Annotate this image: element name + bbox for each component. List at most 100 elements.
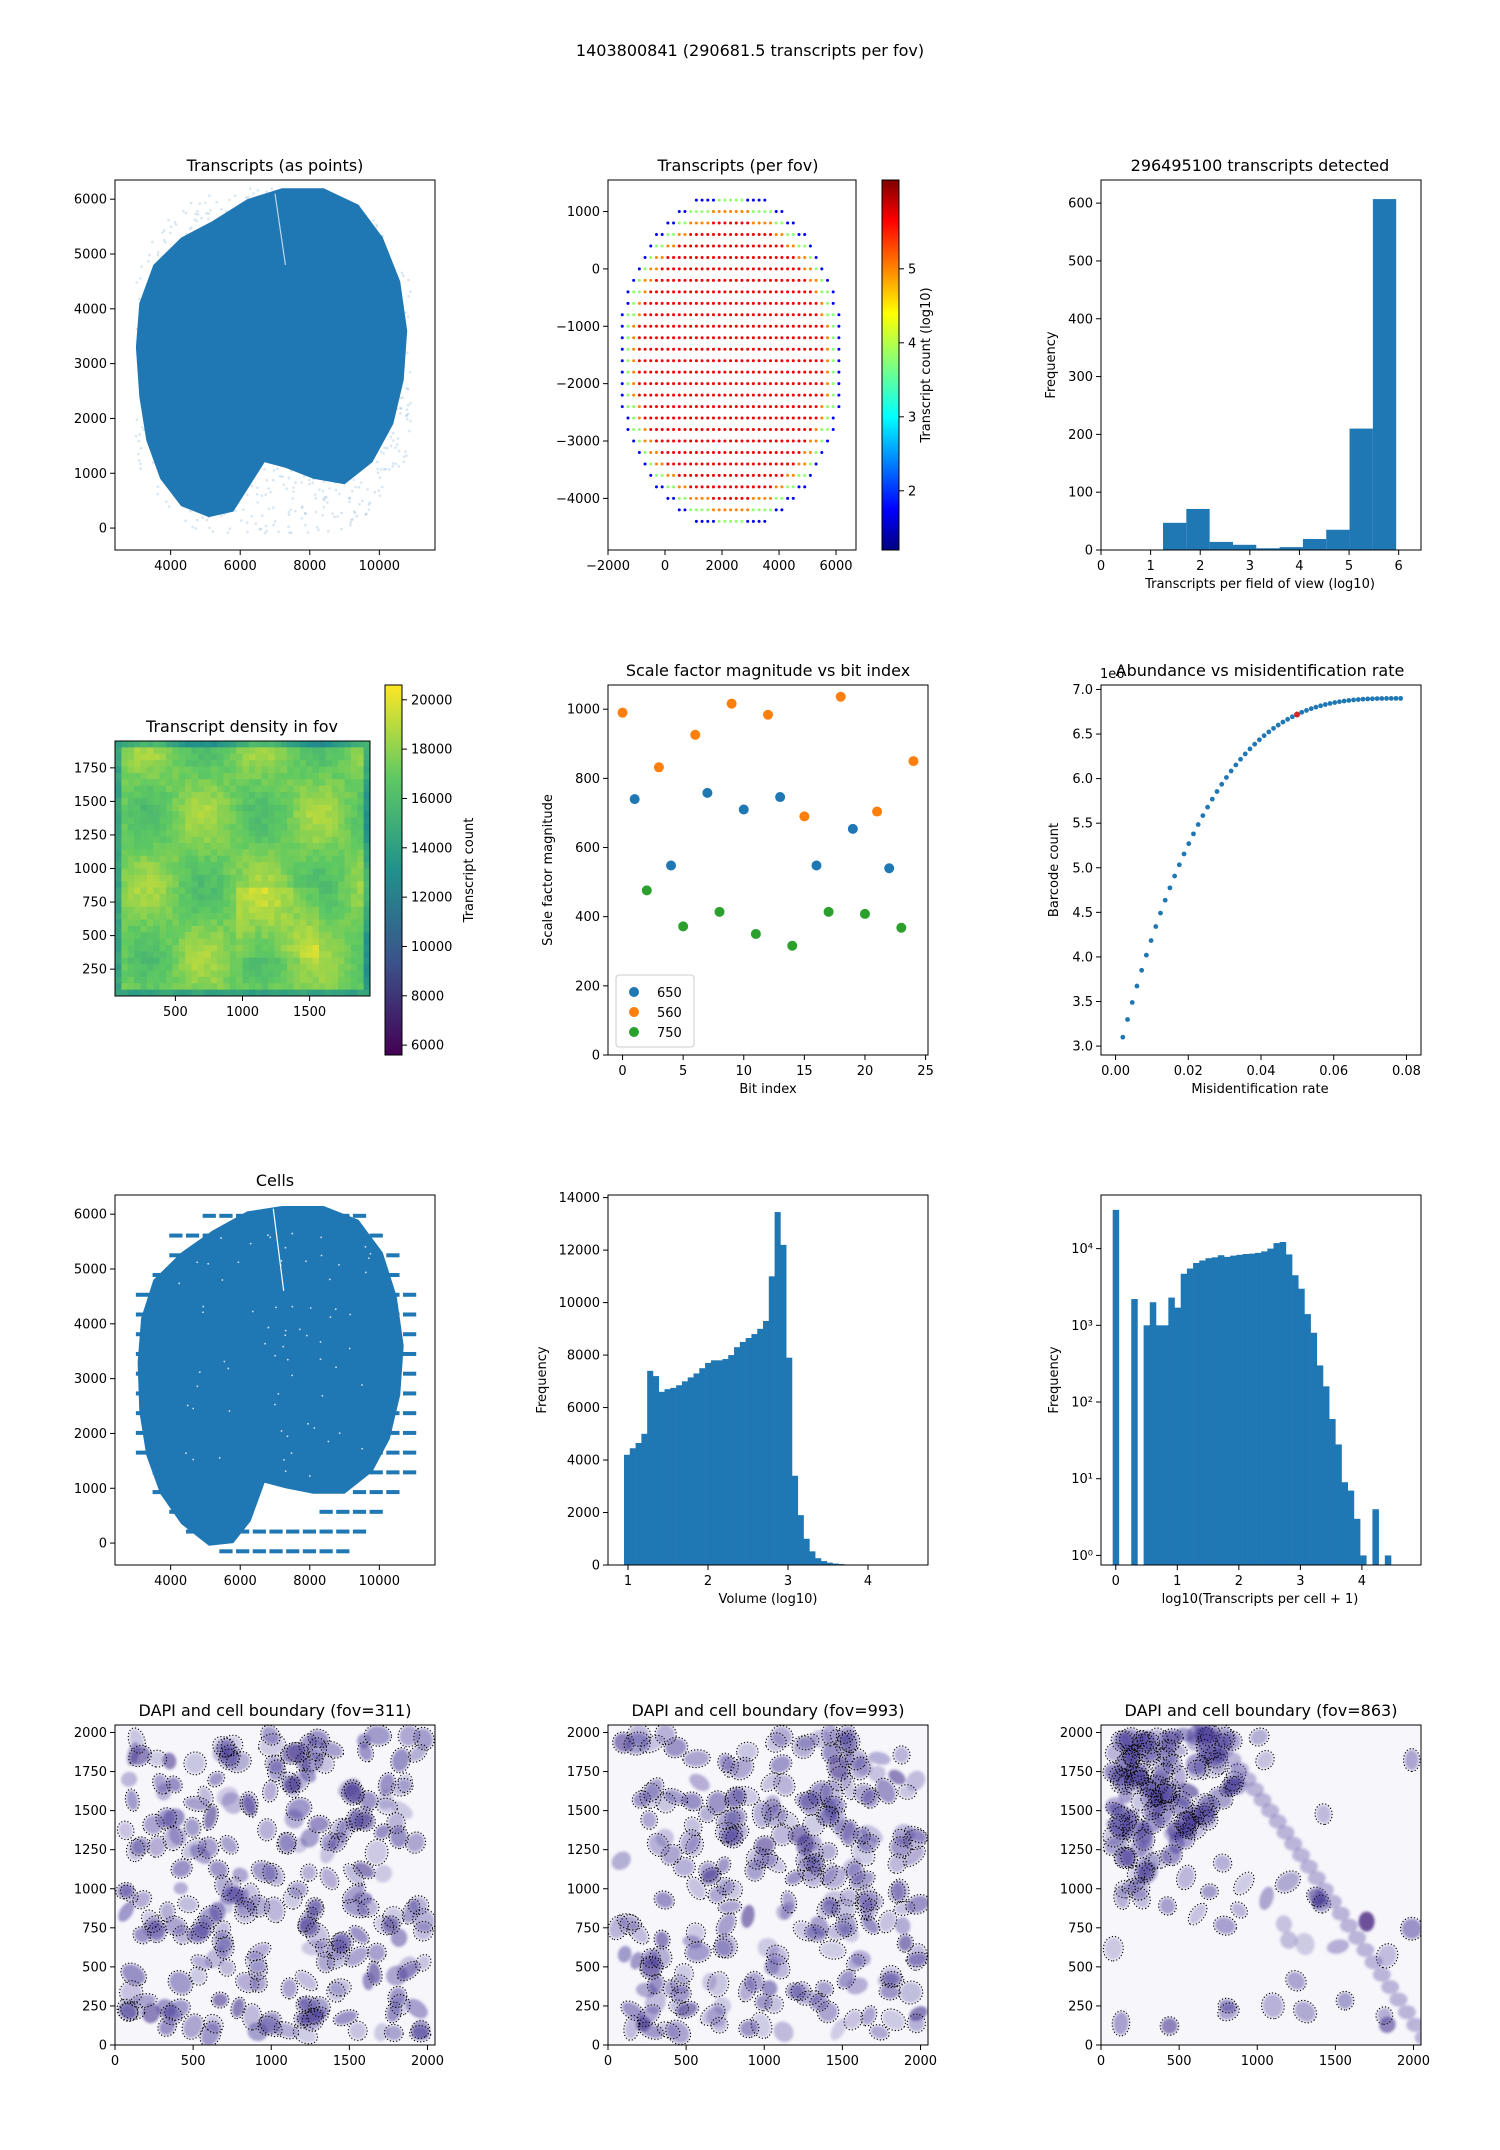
fov-point: [814, 428, 818, 432]
heatmap-cell: [299, 989, 307, 997]
heatmap-cell: [172, 862, 180, 869]
fov-point: [654, 278, 658, 282]
fov-point: [797, 347, 801, 351]
cell-boundary: [770, 1823, 794, 1847]
heatmap-cell: [115, 766, 122, 774]
heatmap-cell: [287, 772, 294, 780]
heatmap-cell: [344, 817, 352, 825]
data-point-faint: [338, 492, 341, 496]
fov-point: [706, 416, 710, 420]
heatmap-cell: [153, 868, 161, 876]
heatmap-cell: [159, 951, 167, 959]
heatmap-cell: [115, 798, 122, 806]
fov-point: [740, 210, 744, 214]
fov-point: [683, 301, 687, 305]
nucleus: [655, 1828, 674, 1848]
heatmap-cell: [153, 741, 161, 748]
fov-point: [677, 301, 681, 305]
heatmap-cell: [325, 894, 333, 901]
heatmap-cell: [172, 830, 180, 838]
nucleus: [185, 1753, 205, 1774]
fov-point: [643, 336, 647, 340]
cell-boundary: [819, 1862, 838, 1886]
heatmap-cell: [363, 957, 371, 965]
heatmap-cell: [248, 849, 256, 857]
cell-boundary: [159, 2005, 183, 2026]
heatmap-cell: [242, 798, 250, 806]
fov-point: [751, 278, 755, 282]
data-point-faint: [294, 509, 297, 513]
fov-point: [677, 221, 681, 225]
heatmap-cell: [153, 906, 161, 914]
heatmap-cell: [261, 951, 269, 959]
cell-boundary: [1292, 1999, 1318, 2024]
heatmap-cell: [229, 989, 237, 997]
nucleus: [129, 1729, 145, 1752]
fov-point: [711, 336, 715, 340]
data-point-faint: [254, 522, 258, 525]
heatmap-cell: [242, 843, 250, 850]
heatmap-cell: [115, 938, 122, 946]
cell-boundary: [856, 1890, 885, 1911]
cell-boundary: [285, 1796, 313, 1821]
fov-point: [746, 359, 750, 363]
heatmap-cell: [357, 753, 365, 761]
heatmap-cell: [178, 849, 186, 857]
fov-point: [717, 267, 721, 271]
histogram-bar: [664, 1389, 671, 1565]
cell-boundary: [1171, 1764, 1188, 1790]
cell-row: [386, 1470, 400, 1475]
fov-point: [831, 393, 835, 397]
cell-boundary: [301, 2009, 324, 2032]
histogram-bar: [1186, 1268, 1194, 1565]
heatmap-cell: [134, 785, 141, 793]
nucleus: [847, 1955, 864, 1970]
data-point-faint: [148, 253, 151, 257]
heatmap-cell: [191, 900, 199, 908]
heatmap-cell: [223, 804, 231, 812]
y-tick-label: 750: [1068, 1921, 1093, 1936]
cell-boundary: [803, 1853, 824, 1872]
nucleus: [895, 1917, 911, 1935]
fov-point: [797, 393, 801, 397]
data-point-faint: [276, 467, 279, 471]
fov-point: [677, 255, 681, 259]
heatmap-cell: [344, 919, 352, 927]
heatmap-cell: [242, 919, 250, 927]
y-tick-label: 1750: [567, 1765, 600, 1780]
heatmap-cell: [166, 989, 173, 997]
data-point: [1346, 698, 1352, 703]
heatmap-cell: [127, 830, 135, 838]
heatmap-cell: [350, 945, 358, 952]
heatmap-cell: [166, 887, 173, 895]
heatmap-cell: [274, 983, 282, 991]
heatmap-cell: [293, 906, 301, 914]
fov-point: [768, 221, 772, 225]
heatmap-cell: [312, 811, 320, 818]
heatmap-cell: [204, 976, 212, 984]
heatmap-cell: [325, 836, 333, 844]
heatmap-cell: [331, 970, 339, 978]
cell-gap: [291, 1232, 294, 1235]
nucleus: [148, 1837, 165, 1857]
heatmap-cell: [236, 817, 243, 825]
data-point-750: [896, 922, 907, 933]
cell-boundary: [263, 1896, 286, 1924]
heatmap-cell: [255, 836, 263, 844]
fov-point: [723, 405, 727, 409]
data-point-faint: [398, 406, 402, 410]
cell-gap: [284, 1329, 287, 1332]
data-point-faint: [405, 454, 408, 458]
cell-boundary: [1102, 1761, 1123, 1783]
fov-point: [814, 347, 818, 351]
data-point-560: [653, 762, 664, 773]
heatmap-cell: [115, 951, 122, 959]
data-point-faint: [315, 525, 319, 529]
data-point: [1200, 813, 1206, 819]
heatmap-cell: [255, 753, 263, 761]
heatmap-cell: [293, 925, 301, 933]
nucleus: [199, 1906, 220, 1928]
nucleus: [655, 1892, 674, 1908]
cell-boundary: [1119, 1727, 1143, 1752]
cell-gap: [348, 1347, 351, 1350]
